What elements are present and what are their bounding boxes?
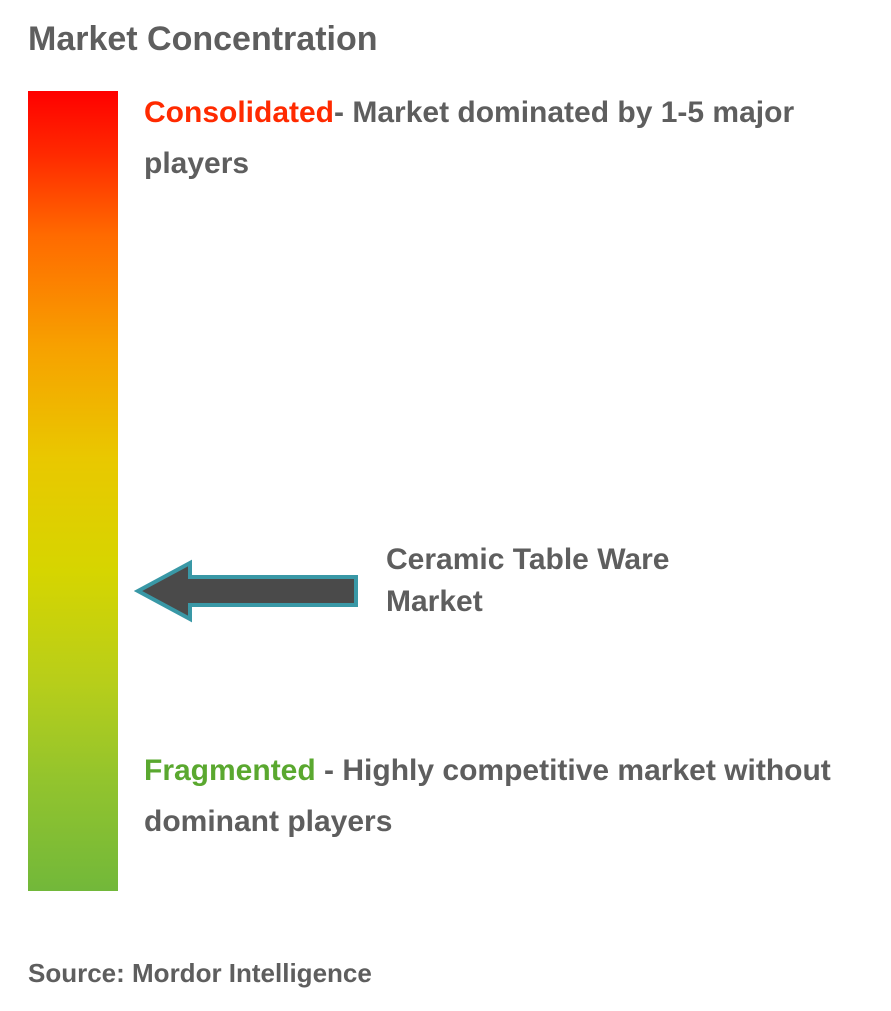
right-column: Consolidated- Market dominated by 1-5 ma… (138, 91, 863, 891)
source-attribution: Source: Mordor Intelligence (28, 958, 372, 989)
consolidated-description: Consolidated- Market dominated by 1-5 ma… (144, 87, 843, 189)
fragmented-keyword: Fragmented (144, 754, 316, 787)
fragmented-separator: - (316, 754, 343, 787)
market-name-line2: Market (386, 585, 483, 618)
market-pointer-arrow (134, 559, 360, 623)
content-row: Consolidated- Market dominated by 1-5 ma… (28, 91, 863, 891)
page-title: Market Concentration (28, 20, 863, 59)
consolidated-keyword: Consolidated (144, 96, 334, 129)
arrow-left-icon (134, 559, 360, 623)
market-pointer-label: Ceramic Table Ware Market (386, 539, 669, 623)
fragmented-description: Fragmented - Highly competitive market w… (144, 745, 843, 847)
consolidated-separator: - (334, 96, 352, 129)
concentration-gradient-bar (28, 91, 118, 891)
market-name-line1: Ceramic Table Ware (386, 543, 669, 576)
